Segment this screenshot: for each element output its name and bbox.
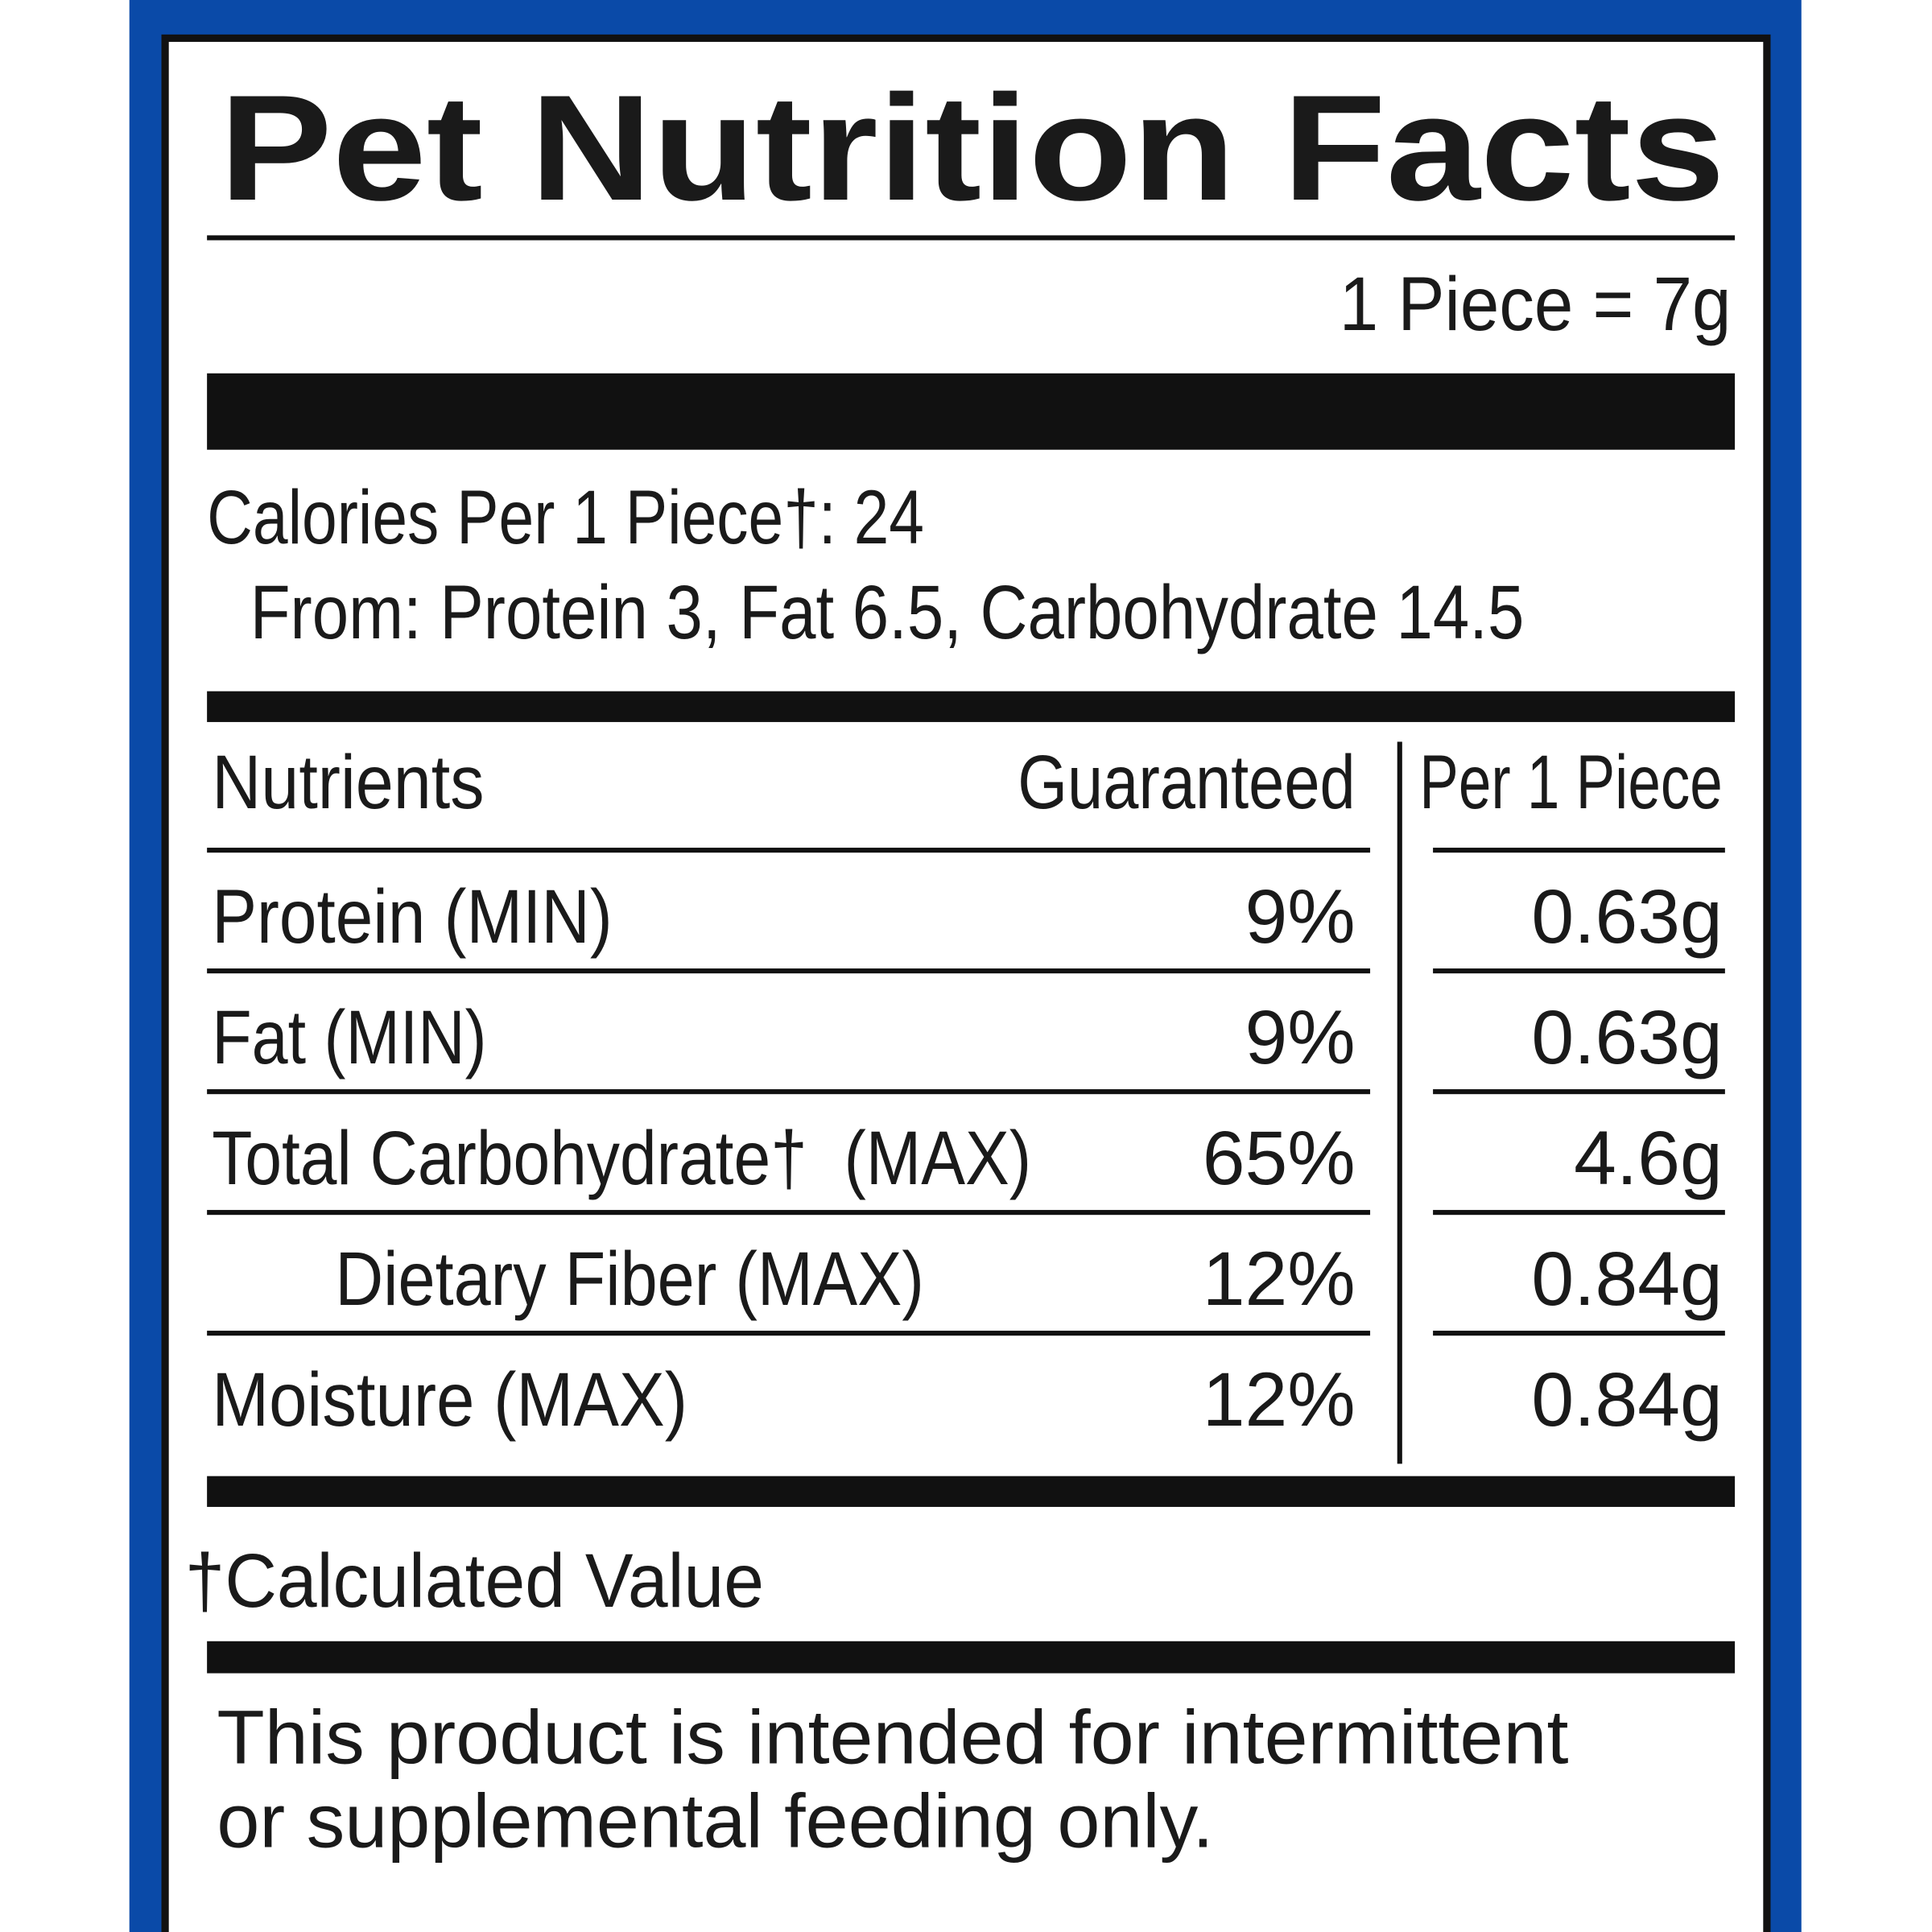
thick-bar	[207, 373, 1736, 450]
footnote: †Calculated Value	[185, 1538, 764, 1624]
guaranteed-value: 9%	[1245, 995, 1356, 1080]
row-rule	[1433, 1210, 1725, 1216]
guaranteed-value: 12%	[1203, 1236, 1356, 1322]
guaranteed-value: 9%	[1245, 874, 1356, 960]
per-piece-value: 0.84g	[1531, 1357, 1722, 1443]
row-rule	[207, 1210, 1371, 1216]
row-rule	[207, 1089, 1371, 1095]
row-rule	[1433, 848, 1725, 853]
header: Nutrients	[212, 740, 484, 825]
row-rule	[207, 848, 1371, 853]
row-rule	[1433, 1089, 1725, 1095]
table-rows: Protein (MIN) 9% 0.63g Fat (MIN) 9% 0.63g Tota…	[207, 848, 1725, 1443]
nutrient-name: Fat (MIN)	[212, 995, 486, 1080]
nutrient-name: Dietary Fiber (MAX)	[335, 1236, 924, 1322]
per-piece-value: 0.63g	[1531, 874, 1722, 960]
panel	[168, 42, 1764, 1932]
nutrient-name: Protein (MIN)	[212, 874, 612, 960]
serving-size: 1 Piece = 7g	[1340, 262, 1732, 347]
per-piece-value: 4.6g	[1574, 1116, 1723, 1201]
nutrient-name: Moisture (MAX)	[212, 1357, 687, 1443]
statement: This product is intended for intermitten…	[217, 1695, 1568, 1780]
row-rule	[207, 1331, 1371, 1336]
row-rule	[1433, 968, 1725, 974]
rule	[207, 235, 1736, 241]
header: Guaranteed	[1018, 740, 1355, 825]
title: Pet Nutrition Facts	[219, 64, 1724, 232]
calories: Calories Per 1 Piece†: 24	[207, 475, 924, 560]
nutrient-name: Total Carbohydrate† (MAX)	[212, 1116, 1031, 1201]
per-piece-value: 0.63g	[1531, 995, 1722, 1080]
header: Per 1 Piece	[1419, 740, 1723, 825]
bar	[207, 691, 1736, 722]
bar	[207, 1641, 1736, 1674]
row-rule	[207, 968, 1371, 974]
calories-from: From: Protein 3, Fat 6.5, Carbohydrate 1…	[250, 570, 1525, 655]
guaranteed-value: 12%	[1203, 1357, 1356, 1443]
column-divider	[1397, 741, 1402, 1464]
guaranteed-value: 65%	[1203, 1116, 1356, 1201]
row-rule	[1433, 1331, 1725, 1336]
per-piece-value: 0.84g	[1531, 1236, 1722, 1322]
bar	[207, 1476, 1736, 1507]
statement: or supplemental feeding only.	[217, 1778, 1213, 1864]
